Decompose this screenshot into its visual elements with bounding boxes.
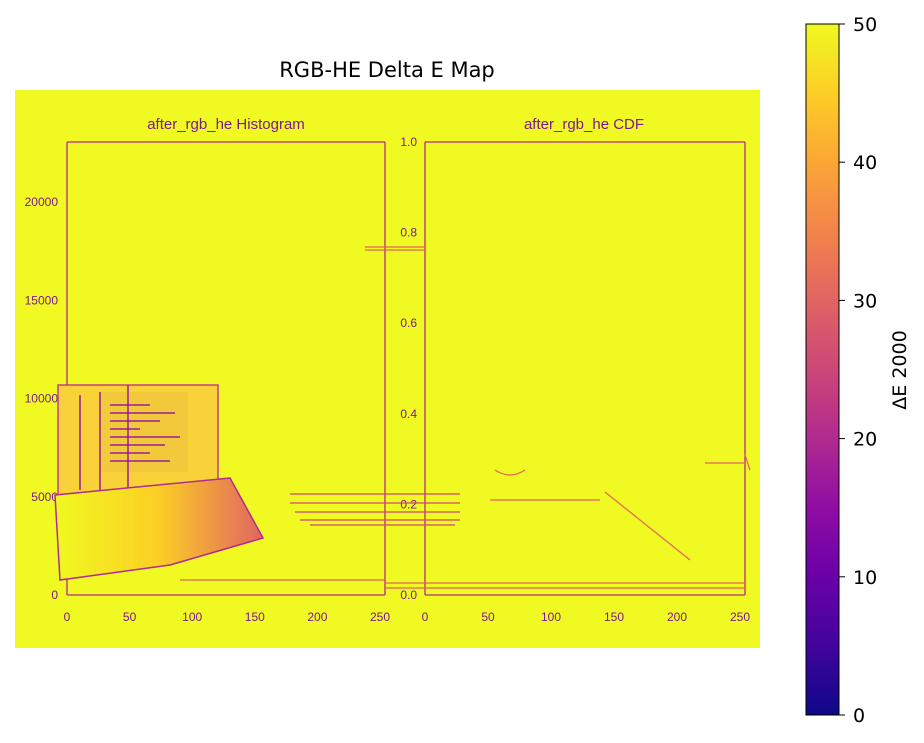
- left_panel-x-tick-label: 150: [245, 610, 265, 624]
- left-panel-title: after_rgb_he Histogram: [147, 116, 305, 133]
- left_panel-y-tick-label: 15000: [25, 293, 59, 307]
- right_panel-y-tick-label: 0.6: [400, 316, 417, 330]
- desk-edges-region: [180, 246, 751, 589]
- left_panel-x-tick-label: 100: [182, 610, 202, 624]
- colorbar-tick-label: 40: [853, 152, 877, 174]
- right-panel-y-ticks: 0.0 0.2 0.4 0.6 0.8 1.0: [400, 135, 417, 602]
- right_panel-y-tick-label: 0.0: [400, 588, 417, 602]
- right_panel-y-tick-label: 0.8: [400, 226, 417, 240]
- colorbar-ticks: 0 10 20 30 40 50: [839, 14, 877, 727]
- colorbar-tick-label: 20: [853, 429, 877, 451]
- right_panel-y-tick-label: 0.2: [400, 497, 417, 511]
- left_panel-x-tick-label: 50: [123, 610, 137, 624]
- colorbar-tick-label: 30: [853, 290, 877, 312]
- heatmap-image: after_rgb_he Histogram after_rgb_he CDF …: [15, 90, 760, 648]
- colorbar-label: ΔE 2000: [889, 330, 911, 409]
- right_panel-x-tick-label: 200: [667, 610, 687, 624]
- right_panel-x-tick-label: 150: [604, 610, 624, 624]
- right_panel-x-tick-label: 250: [730, 610, 750, 624]
- left_panel-x-tick-label: 0: [64, 610, 71, 624]
- laptop-screen-region: [57, 384, 219, 496]
- right_panel-y-tick-label: 0.4: [400, 407, 417, 421]
- left_panel-x-tick-label: 200: [307, 610, 327, 624]
- colorbar: 0 10 20 30 40 50 ΔE 2000: [805, 14, 911, 727]
- right_panel-x-tick-label: 100: [541, 610, 561, 624]
- colorbar-tick-label: 0: [853, 705, 865, 727]
- right_panel-y-tick-label: 1.0: [400, 135, 417, 149]
- colorbar-tick-label: 50: [853, 14, 877, 36]
- left-panel-y-ticks: 0 5000 10000 15000 20000: [25, 195, 59, 602]
- colorbar-gradient: [805, 23, 840, 716]
- left_panel-y-tick-label: 20000: [25, 195, 59, 209]
- left_panel-x-tick-label: 250: [370, 610, 390, 624]
- chart-title: RGB-HE Delta E Map: [279, 58, 495, 82]
- right_panel-x-tick-label: 50: [481, 610, 495, 624]
- left_panel-y-tick-label: 10000: [25, 392, 59, 406]
- keyboard-region: [290, 493, 460, 526]
- left-panel-x-ticks: 0 50 100 150 200 250: [64, 610, 391, 624]
- right_panel-x-tick-label: 0: [422, 610, 429, 624]
- laptop-base-region: [54, 477, 265, 581]
- colorbar-tick-label: 10: [853, 567, 877, 589]
- left_panel-y-tick-label: 0: [51, 588, 58, 602]
- left_panel-y-tick-label: 5000: [31, 490, 58, 504]
- right-panel-x-ticks: 0 50 100 150 200 250: [422, 610, 751, 624]
- right-panel-title: after_rgb_he CDF: [524, 116, 644, 133]
